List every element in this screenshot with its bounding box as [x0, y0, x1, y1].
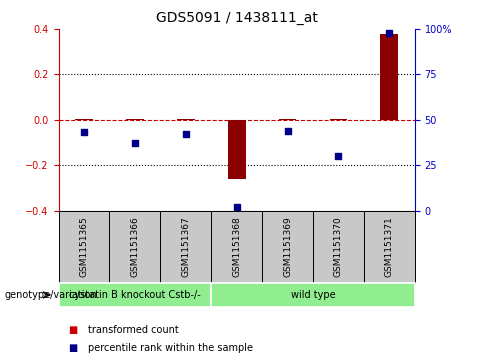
Text: GSM1151369: GSM1151369	[283, 216, 292, 277]
Bar	[211, 211, 262, 283]
Text: cystatin B knockout Cstb-/-: cystatin B knockout Cstb-/-	[69, 290, 201, 300]
Point	[386, 30, 393, 36]
Bar	[313, 211, 364, 283]
Point	[80, 130, 88, 135]
Text: genotype/variation: genotype/variation	[5, 290, 98, 300]
Text: GSM1151366: GSM1151366	[130, 216, 140, 277]
Bar	[329, 119, 347, 120]
Bar	[211, 283, 415, 307]
Text: transformed count: transformed count	[88, 325, 179, 335]
Bar	[381, 34, 398, 120]
Point	[233, 204, 241, 210]
Title: GDS5091 / 1438111_at: GDS5091 / 1438111_at	[156, 11, 318, 25]
Text: GSM1151371: GSM1151371	[385, 216, 394, 277]
Bar	[262, 211, 313, 283]
Bar	[279, 119, 297, 120]
Bar	[228, 120, 245, 179]
Bar	[364, 211, 415, 283]
Bar	[177, 119, 195, 120]
Bar	[59, 211, 109, 283]
Point	[335, 153, 343, 159]
Text: GSM1151367: GSM1151367	[181, 216, 190, 277]
Text: GSM1151368: GSM1151368	[232, 216, 241, 277]
Text: ■: ■	[68, 343, 78, 354]
Bar	[126, 119, 144, 120]
Text: ■: ■	[68, 325, 78, 335]
Bar	[75, 119, 93, 120]
Text: GSM1151370: GSM1151370	[334, 216, 343, 277]
Bar	[59, 283, 211, 307]
Point	[284, 128, 291, 134]
Bar	[161, 211, 211, 283]
Point	[182, 131, 190, 137]
Point	[131, 140, 139, 146]
Text: GSM1151365: GSM1151365	[80, 216, 88, 277]
Text: wild type: wild type	[291, 290, 335, 300]
Bar	[109, 211, 161, 283]
Text: percentile rank within the sample: percentile rank within the sample	[88, 343, 253, 354]
